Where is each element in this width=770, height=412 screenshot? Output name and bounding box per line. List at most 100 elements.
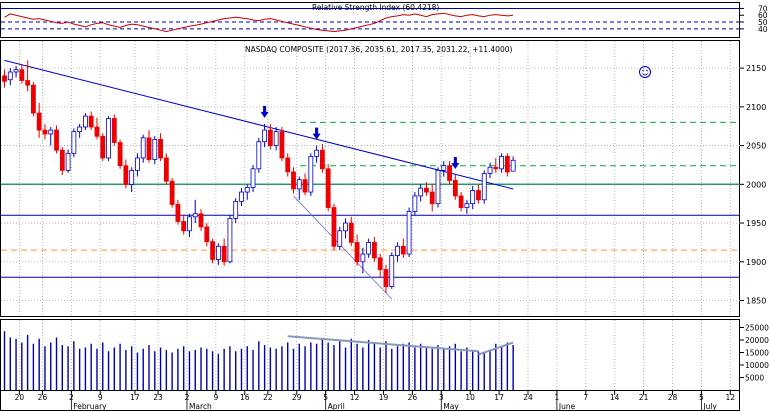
x-day-label: 16	[240, 393, 250, 402]
candle-body-up	[464, 203, 470, 208]
volume-panel: 25000 20000 15000 10000 5000	[0, 319, 769, 391]
candle-body-down	[400, 245, 406, 255]
x-day-label: 7	[583, 393, 588, 402]
x-day-label: 10	[465, 393, 475, 402]
price-tick-label: 2100	[746, 103, 766, 112]
x-month-labels: February March April May June July	[70, 391, 717, 411]
candle-body-down	[100, 135, 106, 159]
rsi-tick-label: 40	[758, 25, 768, 34]
candle-body-down	[377, 257, 383, 270]
candle-body-up	[481, 173, 487, 201]
volume-frame	[0, 319, 740, 391]
x-day-label: 20	[15, 393, 25, 402]
candle-body-down	[111, 118, 117, 143]
candle-body-down	[88, 115, 94, 128]
candle-body-up	[244, 187, 250, 193]
price-trend-lines	[4, 59, 514, 300]
x-month-label: July	[702, 402, 717, 411]
x-day-label: 26	[408, 393, 418, 402]
candle-body-up	[233, 200, 239, 219]
candle-body-up	[227, 217, 233, 263]
candle-body-up	[65, 152, 71, 171]
candle-body-up	[510, 159, 516, 172]
price-frame	[0, 40, 740, 317]
candle-body-up	[106, 118, 111, 159]
candle-body-down	[291, 171, 296, 190]
down-arrow-icon	[312, 127, 321, 140]
price-tick-label: 2150	[746, 64, 766, 73]
x-day-label: 17	[494, 393, 504, 402]
x-month-label: April	[328, 402, 345, 411]
volume-tick-label: 20000	[745, 336, 769, 345]
candle-body-up	[412, 195, 418, 212]
x-day-label: 28	[668, 393, 678, 402]
x-day-label: 14	[610, 393, 620, 402]
x-axis-frame	[0, 390, 740, 411]
down-arrow-icon	[260, 105, 269, 118]
candle-body-up	[314, 149, 320, 157]
price-tick-label: 2000	[746, 180, 766, 189]
candle-body-down	[163, 157, 169, 182]
candle-body-up	[71, 131, 77, 154]
candle-body-down	[204, 226, 210, 243]
candle-body-up	[337, 230, 343, 247]
candle-body-down	[146, 137, 152, 160]
candle-body-down	[458, 195, 464, 208]
rsi-tick-label: 50	[758, 18, 768, 27]
candle-body-up	[192, 213, 198, 218]
candle-body-down	[331, 207, 337, 247]
candle-body-down	[279, 131, 285, 159]
candle-body-up	[435, 169, 441, 205]
volume-tick-label: 5000	[745, 374, 764, 383]
x-day-label: 23	[153, 393, 163, 402]
candle-body-down	[19, 69, 25, 81]
x-day-label: 29	[292, 393, 302, 402]
candle-body-up	[360, 253, 366, 263]
price-panel: NASDAQ COMPOSITE (2017.36, 2035.61, 2017…	[0, 40, 766, 317]
candle-body-down	[429, 191, 435, 205]
volume-tick-labels: 25000 20000 15000 10000 5000	[740, 324, 769, 383]
rsi-tick-label: 70	[758, 4, 768, 13]
x-month-label: February	[73, 402, 107, 411]
candle-body-up	[83, 115, 88, 128]
volume-tick-label: 15000	[745, 349, 769, 358]
candle-body-down	[36, 112, 42, 131]
price-tick-label: 2050	[746, 142, 766, 151]
candle-body-down	[210, 241, 215, 260]
candle-body-up	[273, 131, 279, 146]
x-day-label: 26	[38, 393, 48, 402]
candles	[2, 60, 516, 293]
candle-body-up	[48, 129, 54, 135]
candle-body-up	[366, 242, 372, 255]
x-month-label: June	[558, 402, 576, 411]
price-gridlines	[1, 41, 740, 316]
candle-body-down	[372, 242, 377, 259]
candle-body-up	[13, 69, 19, 73]
candle-body-up	[296, 179, 302, 190]
smiley-face-icon	[639, 66, 651, 78]
candle-body-down	[493, 166, 499, 170]
x-day-label: 19	[379, 393, 389, 402]
volume-trend-lines	[287, 335, 514, 356]
candle-body-up	[470, 190, 476, 205]
candle-body-up	[135, 157, 140, 171]
candle-body-up	[77, 126, 83, 133]
descending-trendline	[4, 59, 514, 190]
x-day-label: 24	[523, 393, 533, 402]
candle-body-down	[267, 129, 273, 146]
rsi-title: Relative Strength Index (60.4218)	[312, 3, 439, 12]
descending-support-line	[293, 195, 393, 300]
candle-body-down	[325, 168, 331, 208]
candle-body-up	[406, 211, 412, 255]
candle-body-down	[221, 245, 227, 263]
candle-body-up	[129, 169, 135, 185]
candle-body-down	[319, 149, 325, 170]
price-tick-labels: 2150 2100 2050 2000 1950 1900 1850	[740, 64, 766, 306]
candle-body-down	[175, 204, 181, 222]
volume-tick-label: 25000	[745, 324, 769, 333]
rsi-line	[4, 12, 514, 33]
signal-arrows	[260, 105, 460, 170]
x-day-label: 17	[130, 393, 140, 402]
candle-body-up	[395, 245, 400, 256]
